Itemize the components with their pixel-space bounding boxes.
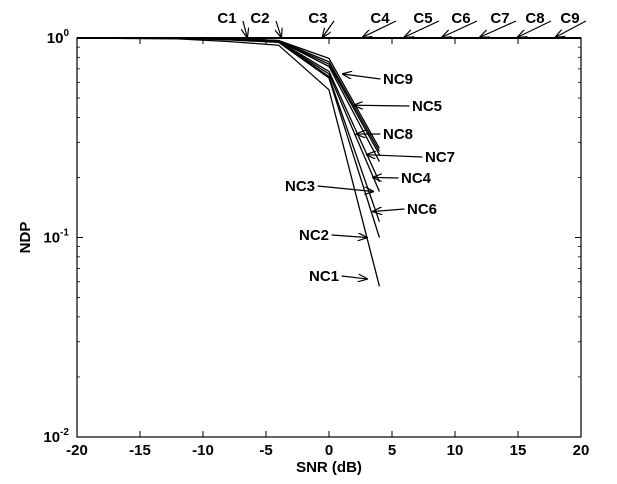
axis-ticks: -20 -15 -10 -5 0 5 10 15 20 100 10-1 10-2 bbox=[43, 28, 589, 459]
annotation-nc7: NC7 bbox=[425, 149, 455, 166]
annotation-nc4: NC4 bbox=[401, 170, 432, 187]
x-tick-label: -5 bbox=[259, 442, 272, 459]
annotation-nc3: NC3 bbox=[285, 178, 315, 195]
annotation-arrow bbox=[442, 20, 478, 37]
x-tick-label: 15 bbox=[510, 442, 527, 459]
series-layer bbox=[76, 37, 581, 287]
y-axis-label: NDP bbox=[17, 222, 34, 254]
annotation-arrow bbox=[243, 20, 247, 37]
annotation-arrow bbox=[341, 276, 367, 279]
y-tick-label: 100 bbox=[47, 28, 70, 47]
annotation-arrow bbox=[276, 20, 281, 37]
annotation-c1: C1 bbox=[217, 10, 236, 27]
annotation-arrow bbox=[331, 235, 367, 238]
annotation-arrow bbox=[317, 185, 374, 192]
annotation-nc8: NC8 bbox=[383, 126, 413, 143]
annotation-arrow bbox=[373, 177, 399, 178]
series-nc3 bbox=[76, 37, 380, 192]
series-nc8 bbox=[76, 37, 380, 156]
annotation-arrow bbox=[323, 20, 335, 37]
annotation-c5: C5 bbox=[413, 10, 432, 27]
annotation-arrow bbox=[480, 20, 517, 37]
series-nc6 bbox=[76, 37, 381, 222]
annotation-nc6: NC6 bbox=[407, 201, 437, 218]
x-tick-label: 5 bbox=[388, 442, 396, 459]
x-tick-label: 20 bbox=[573, 442, 590, 459]
annotation-nc5: NC5 bbox=[412, 98, 442, 115]
y-tick-label: 10-2 bbox=[43, 427, 69, 446]
series-nc7 bbox=[76, 37, 380, 162]
annotation-c3: C3 bbox=[308, 10, 327, 27]
x-tick-label: 10 bbox=[447, 442, 464, 459]
x-tick-label: -10 bbox=[192, 442, 214, 459]
annotation-arrow bbox=[367, 155, 423, 157]
annotation-c2: C2 bbox=[250, 10, 269, 27]
series-nc9 bbox=[76, 37, 380, 149]
annotation-nc9: NC9 bbox=[383, 71, 413, 88]
annotation-arrow bbox=[354, 105, 410, 106]
annotation-arrow bbox=[405, 20, 440, 37]
annotation-nc1: NC1 bbox=[309, 268, 339, 285]
annotation-c7: C7 bbox=[490, 10, 509, 27]
annotation-c8: C8 bbox=[525, 10, 544, 27]
annotation-arrow bbox=[556, 20, 587, 37]
annotations: C1 C2 C3 C4 C5 C6 C7 C8 C9 NC9 NC5 NC8 NC7 NC4 NC3 NC6 N… bbox=[217, 10, 587, 285]
annotation-arrow bbox=[373, 209, 405, 211]
annotation-c9: C9 bbox=[560, 10, 579, 27]
annotation-c4: C4 bbox=[370, 10, 390, 27]
x-tick-label: -15 bbox=[129, 442, 151, 459]
annotation-arrow bbox=[518, 20, 552, 37]
y-tick-label: 10-1 bbox=[43, 228, 69, 247]
x-axis-label: SNR (dB) bbox=[296, 459, 362, 476]
x-tick-label: -20 bbox=[66, 442, 88, 459]
annotation-arrow bbox=[343, 74, 381, 80]
x-tick-label: 0 bbox=[325, 442, 333, 459]
annotation-arrow bbox=[363, 20, 397, 37]
annotation-c6: C6 bbox=[451, 10, 470, 27]
annotation-nc2: NC2 bbox=[299, 227, 329, 244]
